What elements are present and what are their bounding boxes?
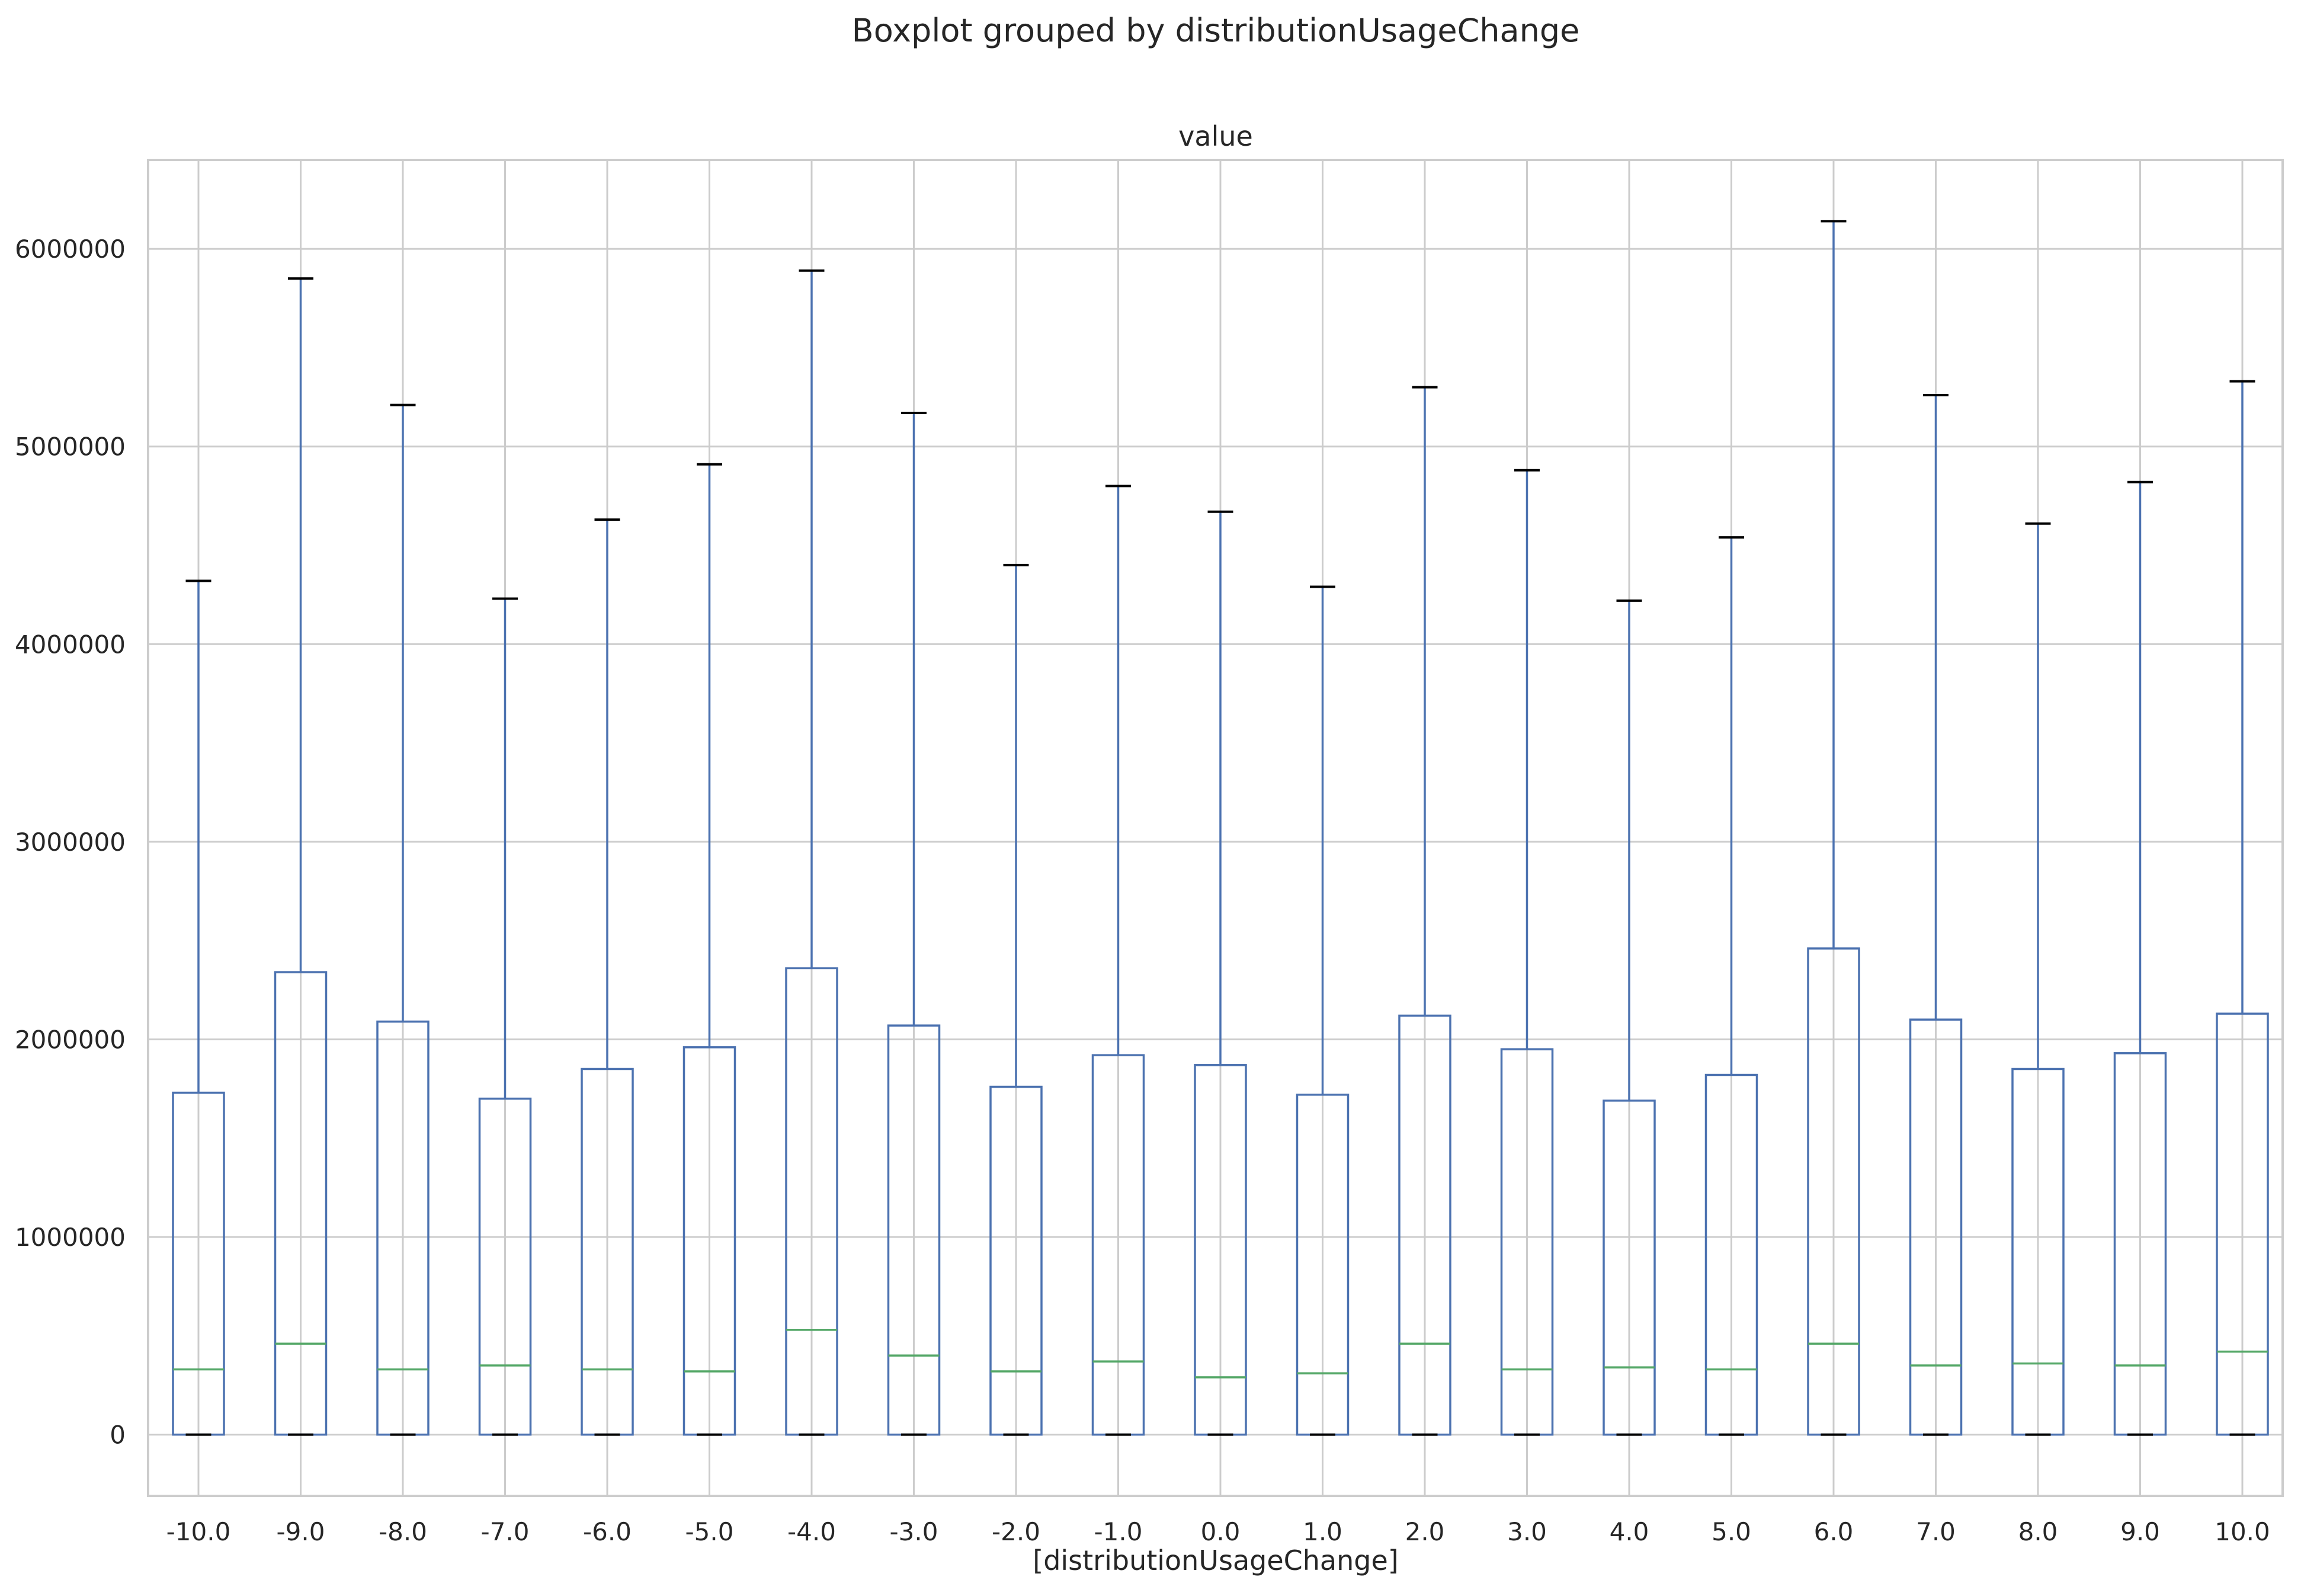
box-group: [376, 403, 430, 1436]
x-tick-label: 2.0: [1405, 1517, 1445, 1546]
x-tick-label: -2.0: [992, 1517, 1040, 1546]
x-tick-label: 8.0: [2018, 1517, 2058, 1546]
x-tick-label: -3.0: [890, 1517, 938, 1546]
box-group: [2113, 480, 2167, 1436]
y-tick-label: 3000000: [15, 828, 126, 857]
x-tick-label: 3.0: [1507, 1517, 1547, 1546]
box-group: [1909, 393, 1963, 1436]
x-tick-label: -10.0: [166, 1517, 231, 1546]
y-tick-label: 6000000: [15, 235, 126, 264]
x-tick-labels: -10.0 -9.0 -8.0 -7.0 -6.0 -5.0 -4.0 -3.0 -2.0 -1.…: [166, 1517, 2270, 1546]
x-tick-label: -6.0: [583, 1517, 632, 1546]
chart-title: Boxplot grouped by distributionUsageChan…: [852, 12, 1580, 49]
axes-frame: [147, 159, 2284, 1497]
x-tick-label: -5.0: [685, 1517, 734, 1546]
box-group: [1704, 536, 1758, 1436]
x-tick-label: 0.0: [1201, 1517, 1241, 1546]
box-group: [785, 269, 838, 1436]
x-tick-label: 10.0: [2215, 1517, 2270, 1546]
y-tick-label: 0: [110, 1421, 126, 1450]
x-tick-label: 5.0: [1712, 1517, 1751, 1546]
box-group: [581, 518, 634, 1436]
box-group: [2216, 380, 2269, 1436]
x-tick-label: 7.0: [1916, 1517, 1956, 1546]
box-layer: [172, 220, 2269, 1436]
box-group: [274, 277, 328, 1436]
box-group: [1398, 386, 1451, 1436]
chart-subtitle: value: [1178, 120, 1253, 152]
x-tick-label: 4.0: [1610, 1517, 1649, 1546]
box-group: [1194, 510, 1247, 1436]
box-group: [682, 463, 736, 1436]
box-group: [989, 563, 1043, 1436]
y-tick-label: 2000000: [15, 1025, 126, 1054]
x-axis-label: [distributionUsageChange]: [1033, 1544, 1398, 1576]
x-tick-label: 6.0: [1814, 1517, 1854, 1546]
box-group: [1807, 220, 1860, 1436]
box-group: [1296, 585, 1350, 1436]
x-tick-label: -9.0: [277, 1517, 325, 1546]
x-tick-label: -1.0: [1094, 1517, 1143, 1546]
box-group: [1091, 485, 1145, 1436]
box-group: [478, 597, 532, 1436]
box-group: [172, 579, 225, 1436]
x-tick-label: -8.0: [379, 1517, 427, 1546]
box-group: [1500, 469, 1554, 1436]
box-group: [2011, 522, 2065, 1436]
box-group: [887, 411, 941, 1436]
y-tick-labels: 0 1000000 2000000 3000000 4000000 5000000 6000…: [15, 235, 126, 1449]
box-group: [1603, 599, 1656, 1436]
y-tick-label: 1000000: [15, 1223, 126, 1252]
x-tick-label: -7.0: [481, 1517, 530, 1546]
x-tick-label: 1.0: [1303, 1517, 1342, 1546]
y-tick-label: 4000000: [15, 630, 126, 659]
x-tick-label: 9.0: [2120, 1517, 2160, 1546]
x-tick-label: -4.0: [787, 1517, 836, 1546]
y-tick-label: 5000000: [15, 432, 126, 462]
